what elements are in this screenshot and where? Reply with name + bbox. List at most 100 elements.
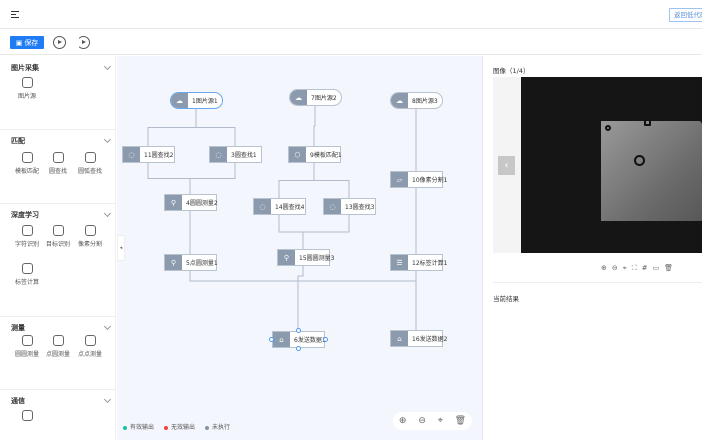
tool-item[interactable]: 点圆测量	[43, 335, 73, 358]
flow-node[interactable]: ☰12标签计算1	[390, 254, 443, 271]
menu-fold-icon[interactable]	[11, 11, 19, 18]
legend-item: 未执行	[205, 422, 230, 431]
zoom-out-icon[interactable]: ⊖	[612, 264, 618, 273]
tool-item[interactable]: 模板匹配	[12, 152, 42, 175]
image-viewer[interactable]: ‹	[493, 77, 702, 253]
flow-node[interactable]: ◌13圆查找3	[323, 198, 376, 215]
edge[interactable]	[148, 163, 190, 194]
section-header[interactable]: 匹配	[11, 136, 25, 146]
edge[interactable]	[148, 109, 196, 146]
chevron-down-icon[interactable]	[104, 323, 111, 330]
edge[interactable]	[314, 106, 315, 146]
connection-handle[interactable]	[323, 337, 328, 342]
chevron-down-icon[interactable]	[104, 210, 111, 217]
section-header[interactable]: 深度学习	[11, 210, 39, 220]
back-to-lowcode-button[interactable]: 返回低代码	[669, 8, 702, 22]
section-header[interactable]: 图片采集	[11, 63, 39, 73]
flow-node[interactable]: ⬡9模板匹配1	[288, 146, 341, 163]
edge[interactable]	[303, 215, 349, 249]
connection-handle[interactable]	[296, 328, 301, 333]
flow-node[interactable]: ☁7图片源2	[289, 89, 342, 106]
image-title: 图像（1/4）	[493, 65, 529, 75]
section-header[interactable]: 测量	[11, 323, 25, 333]
collapse-sidebar-button[interactable]: ◂	[117, 235, 125, 261]
connection-handle[interactable]	[296, 346, 301, 351]
tool-icon	[53, 225, 64, 236]
fullscreen-icon[interactable]: ⛶	[632, 264, 637, 273]
trash-icon[interactable]: 🗑	[455, 416, 466, 426]
edge[interactable]	[279, 163, 314, 198]
status-dot-icon	[123, 426, 127, 430]
top-bar: 返回低代码	[0, 0, 702, 29]
save-button[interactable]: ▣保存	[10, 36, 44, 49]
tool-item[interactable]: 图片源	[12, 77, 42, 100]
flow-node[interactable]: ⚲4圆圆测量2	[164, 194, 217, 211]
tool-item[interactable]	[12, 410, 42, 424]
section-header[interactable]: 通信	[11, 396, 25, 406]
locate-icon[interactable]: ⌖	[623, 264, 627, 273]
tool-item[interactable]: 字符识别	[12, 225, 42, 248]
send-icon: ⌂	[391, 331, 408, 346]
tool-item[interactable]: 圆查找	[43, 152, 73, 175]
chevron-down-icon[interactable]	[104, 63, 111, 70]
tool-item[interactable]: 标签计算	[12, 263, 42, 286]
flow-node[interactable]: ☁1图片源1	[170, 92, 223, 109]
tool-icon	[22, 263, 33, 274]
tool-icon	[85, 335, 96, 346]
replay-circle-icon[interactable]	[77, 36, 90, 49]
chevron-down-icon[interactable]	[104, 396, 111, 403]
source-icon: ☁	[290, 90, 307, 105]
tool-item[interactable]: 像素分割	[75, 225, 105, 248]
flow-node[interactable]: ◌3圆查找1	[209, 146, 262, 163]
image-tools: ⊕ ⊖ ⌖ ⛶ # ▭ 🗑	[601, 264, 673, 273]
flow-node[interactable]: ▱10像素分割1	[390, 171, 443, 188]
preview-panel: 图像（1/4） ‹ ⊕ ⊖ ⌖ ⛶ # ▭ 🗑 当前结果	[482, 56, 702, 440]
tool-icon	[22, 77, 33, 88]
tool-item[interactable]: 圆圆测量	[12, 335, 42, 358]
edge[interactable]	[190, 271, 298, 331]
legend-item: 有效输出	[123, 422, 154, 431]
flow-node[interactable]: ⚲5点圆测量1	[164, 254, 217, 271]
flow-node[interactable]: ☁8图片源3	[390, 92, 443, 109]
tool-item[interactable]: 圆弧查找	[75, 152, 105, 175]
tool-item[interactable]: 目标识别	[43, 225, 73, 248]
edge[interactable]	[298, 266, 303, 331]
chevron-down-icon[interactable]	[104, 136, 111, 143]
zoom-in-icon[interactable]: ⊕	[399, 416, 407, 426]
edge[interactable]	[314, 163, 349, 198]
preview-image	[521, 77, 702, 253]
grid-icon[interactable]: #	[642, 264, 648, 273]
locate-icon[interactable]: ⌖	[438, 416, 443, 426]
divider	[0, 129, 116, 130]
save-icon: ▣	[16, 39, 23, 47]
image-icon[interactable]: ▭	[652, 264, 659, 273]
tool-icon	[53, 152, 64, 163]
play-circle-icon[interactable]	[53, 36, 66, 49]
edge[interactable]	[196, 109, 235, 146]
flow-node[interactable]: ◌14圆查找4	[253, 198, 306, 215]
zoom-in-icon[interactable]: ⊕	[601, 264, 607, 273]
flow-node[interactable]: ⌂16发送数据2	[390, 330, 443, 347]
circle-find-icon: ◌	[254, 199, 271, 214]
tool-icon	[22, 410, 33, 421]
circle-find-icon: ◌	[210, 147, 227, 162]
tool-sidebar: 图片采集图片源匹配模板匹配圆查找圆弧查找深度学习字符识别目标识别像素分割标签计算…	[0, 56, 116, 440]
template-match-icon: ⬡	[289, 147, 306, 162]
prev-image-button[interactable]: ‹	[498, 156, 515, 175]
flow-node[interactable]: ◌11圆查找2	[122, 146, 175, 163]
edge[interactable]	[298, 271, 416, 331]
circle-find-icon: ◌	[123, 147, 140, 162]
legend-item: 无效输出	[164, 422, 195, 431]
status-dot-icon	[164, 426, 168, 430]
trash-icon[interactable]: 🗑	[664, 264, 673, 273]
tool-item[interactable]: 点点测量	[75, 335, 105, 358]
zoom-out-icon[interactable]: ⊖	[418, 416, 426, 426]
divider	[0, 389, 116, 390]
flow-node[interactable]: ⚲15圆圆测量3	[277, 249, 330, 266]
divider	[0, 203, 116, 204]
flow-canvas[interactable]: 有效输出 无效输出 未执行 ⊕ ⊖ ⌖ 🗑 ☁1图片源1 ☁7图片源2 ☁8图片源3 ◌1…	[117, 56, 482, 440]
edge[interactable]	[279, 215, 303, 249]
connection-handle[interactable]	[269, 337, 274, 342]
tool-icon	[22, 335, 33, 346]
edge[interactable]	[190, 163, 235, 194]
